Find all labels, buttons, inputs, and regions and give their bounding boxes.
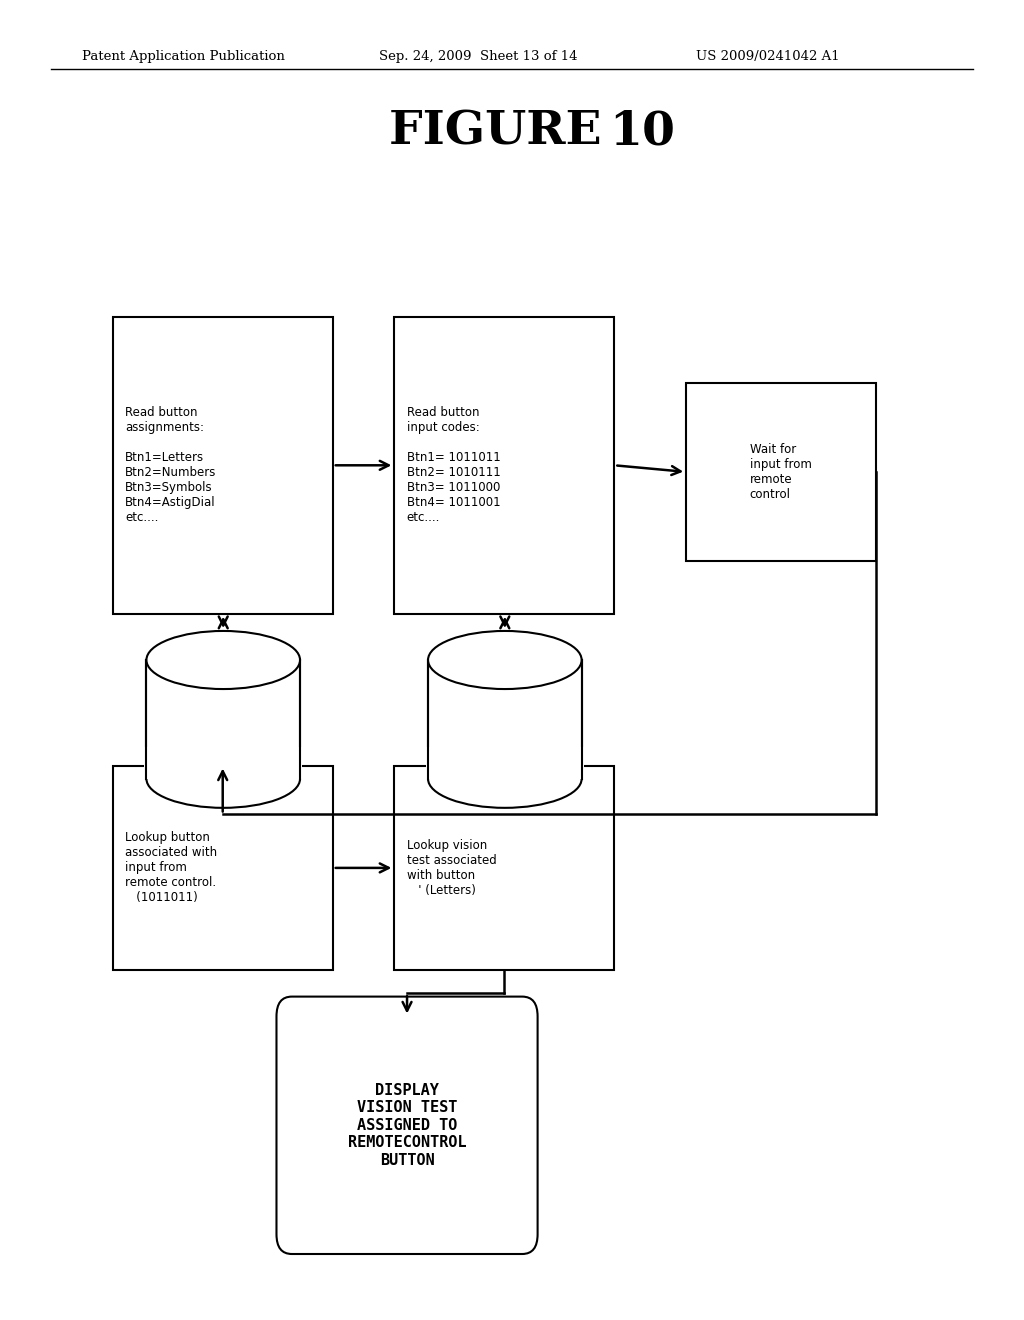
Bar (428, 660, 582, 779)
Text: Read button
assignments:

Btn1=Letters
Btn2=Numbers
Btn3=Symbols
Btn4=AstigDial
: Read button assignments: Btn1=Letters Bt… (125, 407, 216, 524)
Text: Lookup button
associated with
input from
remote control.
   (1011011): Lookup button associated with input from… (125, 832, 217, 904)
Ellipse shape (428, 750, 582, 808)
Text: Sep. 24, 2009  Sheet 13 of 14: Sep. 24, 2009 Sheet 13 of 14 (379, 50, 578, 63)
Bar (113, 766, 333, 970)
Text: Lookup vision
test associated
with button
   ' (Letters): Lookup vision test associated with butto… (407, 840, 497, 896)
Text: Patent Application Publication: Patent Application Publication (82, 50, 285, 63)
Bar (146, 660, 300, 779)
Text: FIGURE: FIGURE (389, 108, 635, 154)
Bar (426, 747, 584, 779)
Bar (394, 317, 614, 614)
Bar (113, 317, 333, 614)
Bar (144, 747, 302, 779)
Text: 10: 10 (609, 108, 675, 154)
Text: US 2009/0241042 A1: US 2009/0241042 A1 (696, 50, 840, 63)
Ellipse shape (146, 631, 300, 689)
Text: Read button
input codes:

Btn1= 1011011
Btn2= 1010111
Btn3= 1011000
Btn4= 101100: Read button input codes: Btn1= 1011011 B… (407, 407, 501, 524)
Bar (394, 766, 614, 970)
Ellipse shape (146, 750, 300, 808)
Ellipse shape (428, 631, 582, 689)
Text: DISPLAY
VISION TEST
ASSIGNED TO
REMOTECONTROL
BUTTON: DISPLAY VISION TEST ASSIGNED TO REMOTECO… (348, 1082, 466, 1168)
Bar (686, 383, 876, 561)
Text: Wait for
input from
remote
control: Wait for input from remote control (750, 444, 812, 500)
FancyBboxPatch shape (276, 997, 538, 1254)
